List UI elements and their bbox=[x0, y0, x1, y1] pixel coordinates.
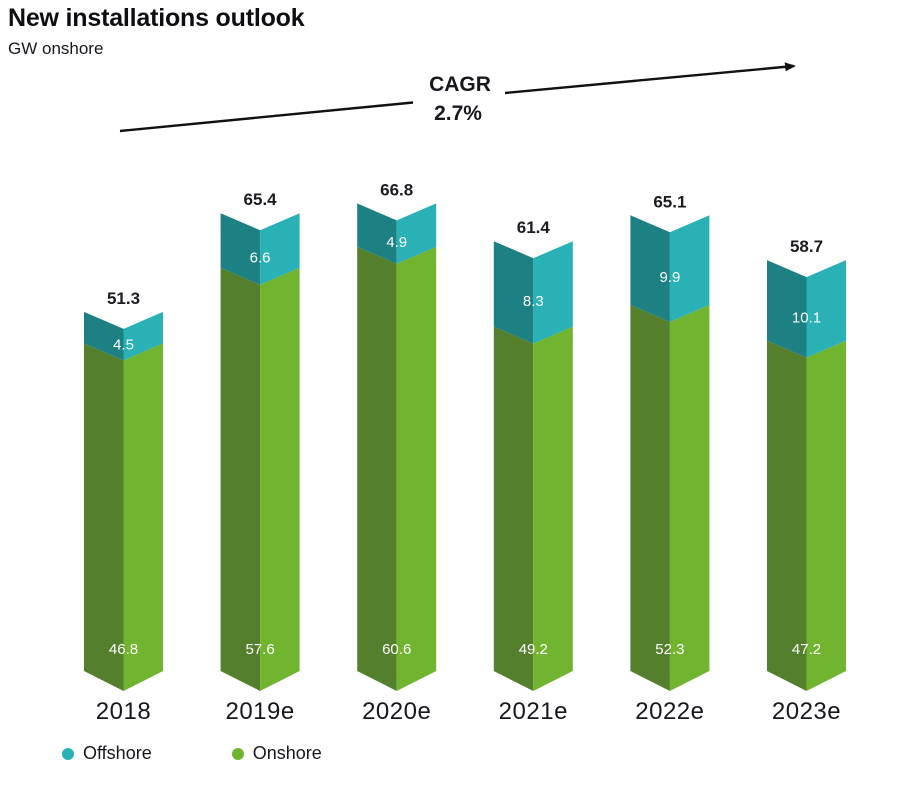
cagr-label: CAGR bbox=[429, 73, 491, 96]
category-label: 2021e bbox=[499, 698, 568, 725]
chart-header: New installations outlook GW onshore bbox=[8, 4, 305, 59]
cagr-arrow-line-left bbox=[119, 101, 414, 133]
onshore-segment-right-face bbox=[533, 326, 573, 691]
onshore-segment-right-face bbox=[123, 343, 163, 691]
offshore-legend-dot-icon bbox=[62, 747, 74, 760]
offshore-segment-left-face bbox=[630, 215, 670, 322]
onshore-segment-left-face bbox=[493, 326, 534, 691]
offshore-value-label: 8.3 bbox=[523, 293, 544, 310]
bar-2018: 51.3 4.5 46.8 2018 bbox=[84, 289, 163, 725]
total-value-label: 66.8 bbox=[380, 180, 413, 199]
onshore-value-label: 57.6 bbox=[245, 641, 274, 658]
chart-title: New installations outlook bbox=[8, 4, 305, 32]
bar-2019e: 65.4 6.6 57.6 2019e bbox=[220, 190, 300, 725]
cagr-arrow bbox=[119, 62, 796, 133]
total-value-label: 58.7 bbox=[790, 237, 823, 256]
offshore-segment-right-face bbox=[806, 260, 846, 358]
offshore-value-label: 4.5 bbox=[113, 337, 134, 354]
cagr-arrow-line-right bbox=[504, 62, 796, 95]
onshore-segment-right-face bbox=[669, 304, 710, 691]
chart-subtitle: GW onshore bbox=[8, 39, 104, 58]
legend-item-onshore: Onshore bbox=[231, 743, 322, 764]
offshore-segment-right-face bbox=[123, 311, 163, 361]
bar-2023e: 58.7 10.1 47.2 2023e bbox=[767, 237, 846, 725]
bar-2021e: 61.4 8.3 49.2 2021e bbox=[493, 218, 573, 725]
offshore-segment-left-face bbox=[767, 260, 807, 358]
onshore-segment-left-face bbox=[357, 246, 397, 692]
onshore-value-label: 49.2 bbox=[519, 641, 548, 658]
category-label: 2018 bbox=[96, 698, 151, 725]
onshore-segment-right-face bbox=[260, 267, 300, 691]
offshore-value-label: 4.9 bbox=[386, 234, 407, 251]
offshore-segment-right-face bbox=[396, 203, 437, 264]
offshore-segment-left-face bbox=[220, 213, 261, 285]
offshore-segment-left-face bbox=[84, 311, 124, 361]
category-label: 2020e bbox=[362, 698, 431, 725]
total-value-label: 51.3 bbox=[107, 289, 140, 308]
offshore-segment-left-face bbox=[357, 203, 397, 264]
bar-2022e: 65.1 9.9 52.3 2022e bbox=[630, 192, 710, 725]
legend-item-offshore: Offshore bbox=[62, 743, 152, 764]
total-value-label: 65.4 bbox=[244, 190, 278, 209]
offshore-value-label: 10.1 bbox=[792, 309, 821, 326]
bar-2020e: 66.8 4.9 60.6 2020e bbox=[357, 180, 437, 725]
offshore-value-label: 6.6 bbox=[250, 250, 271, 267]
total-value-label: 61.4 bbox=[517, 218, 551, 237]
onshore-legend-dot-icon bbox=[231, 747, 244, 760]
category-label: 2019e bbox=[225, 698, 294, 725]
offshore-segment-right-face bbox=[533, 241, 573, 344]
offshore-segment-right-face bbox=[260, 213, 300, 285]
onshore-value-label: 46.8 bbox=[109, 641, 138, 658]
onshore-segment-left-face bbox=[220, 267, 261, 691]
onshore-segment-right-face bbox=[396, 246, 437, 692]
total-value-label: 65.1 bbox=[653, 192, 686, 211]
onshore-value-label: 60.6 bbox=[382, 641, 411, 658]
offshore-value-label: 9.9 bbox=[659, 269, 680, 286]
chart-legend: Offshore Onshore bbox=[62, 743, 322, 764]
offshore-segment-right-face bbox=[669, 215, 710, 322]
cagr-value: 2.7% bbox=[434, 102, 482, 125]
onshore-segment-left-face bbox=[630, 304, 670, 691]
onshore-segment-left-face bbox=[84, 343, 124, 691]
onshore-segment-left-face bbox=[767, 340, 807, 691]
offshore-segment-left-face bbox=[493, 241, 534, 344]
category-label: 2022e bbox=[635, 698, 704, 725]
legend-label-offshore: Offshore bbox=[83, 743, 152, 763]
legend-label-onshore: Onshore bbox=[252, 743, 322, 763]
onshore-value-label: 52.3 bbox=[655, 641, 684, 658]
bars-layer: 51.3 4.5 46.8 2018 65.4 6.6 57.6 2019e 66.8 4.9 60… bbox=[84, 180, 846, 725]
onshore-value-label: 47.2 bbox=[792, 641, 821, 658]
onshore-segment-right-face bbox=[806, 340, 846, 691]
category-label: 2023e bbox=[772, 698, 841, 725]
